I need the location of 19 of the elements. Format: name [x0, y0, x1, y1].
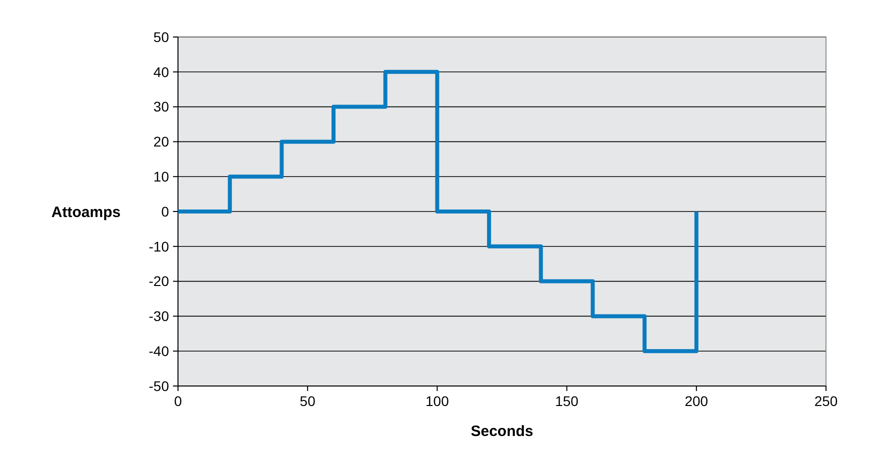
- x-axis-title: Seconds: [470, 423, 534, 440]
- y-tick-label: -40: [148, 343, 170, 359]
- x-tick-label: 0: [174, 393, 182, 409]
- y-tick-label: 0: [161, 203, 170, 220]
- y-tick-label: 30: [153, 98, 170, 115]
- y-tick-label: -10: [148, 238, 170, 254]
- y-tick-label: 20: [153, 134, 170, 150]
- y-tick-label: -20: [148, 273, 170, 290]
- x-tick-label: 150: [555, 393, 579, 409]
- y-tick-label: 50: [153, 28, 170, 45]
- x-tick-label: 100: [426, 393, 450, 409]
- y-tick-label: -50: [148, 378, 170, 394]
- y-tick-label: 40: [153, 64, 170, 80]
- y-tick-label: -30: [148, 308, 170, 324]
- x-tick-label: 250: [814, 393, 838, 409]
- y-tick-label: 10: [153, 168, 170, 184]
- x-tick-label: 50: [300, 393, 316, 409]
- x-tick-label: 200: [684, 393, 708, 409]
- y-axis-title: Attoamps: [51, 204, 121, 221]
